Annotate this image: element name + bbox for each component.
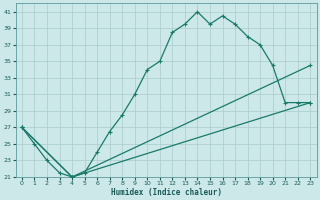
X-axis label: Humidex (Indice chaleur): Humidex (Indice chaleur) [111, 188, 221, 197]
